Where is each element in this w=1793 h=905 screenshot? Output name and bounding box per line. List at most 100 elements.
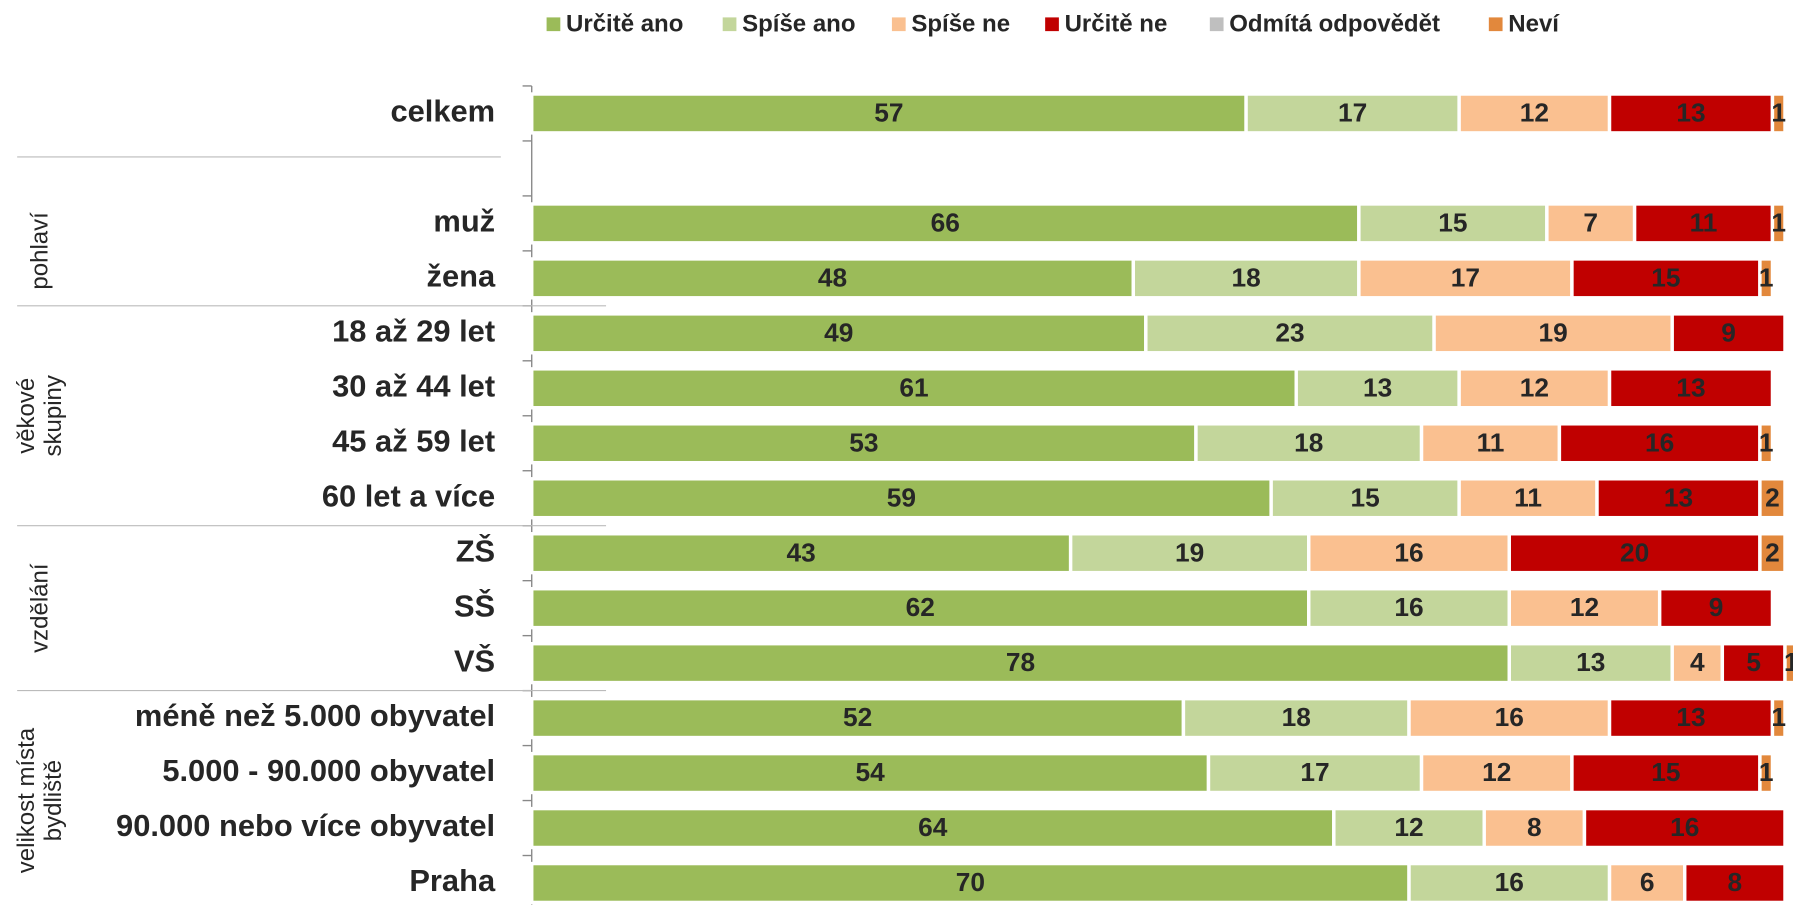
bar-segment (530, 92, 1248, 135)
value-label: 16 (1670, 812, 1699, 842)
value-label: 13 (1664, 482, 1693, 512)
value-label: 4 (1690, 647, 1705, 677)
value-label: 17 (1300, 757, 1329, 787)
bar-segment (530, 367, 1298, 410)
value-label: 15 (1651, 262, 1680, 292)
bar-segment (1357, 202, 1549, 245)
bar-segment (1582, 806, 1787, 850)
category-label: žena (427, 259, 496, 294)
value-label: 8 (1728, 867, 1743, 897)
bar-segment (1419, 422, 1562, 465)
value-label: 52 (843, 702, 872, 732)
bar-segment (1181, 696, 1411, 740)
bar-segment (1758, 751, 1775, 795)
value-label: 17 (1338, 98, 1367, 128)
value-label: 9 (1709, 592, 1724, 622)
group-label: věkové (13, 378, 40, 454)
bar-segment (1783, 641, 1793, 685)
value-label: 13 (1676, 702, 1705, 732)
value-label: 18 (1231, 262, 1260, 292)
category-label: 18 až 29 let (332, 313, 495, 348)
bar-segment (530, 806, 1336, 850)
bar-segment (530, 587, 1311, 630)
category-label: Praha (409, 863, 496, 898)
category-label: 45 až 59 let (332, 423, 495, 458)
bar-segment (1545, 202, 1637, 245)
legend-swatch (891, 17, 906, 32)
value-label: 78 (1006, 647, 1035, 677)
value-label: 49 (824, 317, 853, 347)
value-label: 16 (1394, 592, 1423, 622)
value-label: 54 (855, 757, 885, 787)
value-label: 2 (1765, 482, 1780, 512)
value-label: 43 (787, 537, 816, 567)
bar-segment (530, 532, 1073, 575)
value-label: 53 (849, 427, 878, 457)
group-label: velikost místa (13, 727, 40, 873)
legend-swatch (1209, 17, 1224, 32)
legend-label: Určitě ne (1065, 11, 1168, 38)
value-label: 7 (1583, 207, 1598, 237)
bar-segment (1482, 806, 1587, 850)
category-label: SŠ (454, 587, 495, 623)
legend-label: Spíše ne (911, 11, 1010, 38)
group-label: bydliště (40, 760, 67, 841)
value-label: 12 (1520, 98, 1549, 128)
value-label: 15 (1651, 757, 1680, 787)
value-label: 12 (1394, 812, 1423, 842)
value-label: 1 (1759, 262, 1774, 292)
value-label: 11 (1514, 482, 1542, 512)
value-label: 61 (899, 372, 928, 402)
value-label: 15 (1351, 482, 1380, 512)
value-label: 16 (1495, 867, 1524, 897)
bar-segment (1607, 367, 1775, 410)
bar-segment (1206, 751, 1424, 795)
value-label: 16 (1495, 702, 1524, 732)
bar-segment (1419, 751, 1574, 795)
value-label: 1 (1784, 647, 1793, 677)
value-label: 18 (1282, 702, 1311, 732)
category-label: 5.000 - 90.000 obyvatel (162, 753, 495, 788)
value-label: 12 (1482, 757, 1511, 787)
value-label: 19 (1175, 537, 1204, 567)
bar-segment (1683, 861, 1787, 905)
value-label: 11 (1477, 427, 1505, 457)
value-label: 2 (1765, 537, 1780, 567)
legend-swatch (722, 17, 737, 32)
category-label: 60 let a více (322, 478, 495, 513)
bar-segment (1758, 422, 1775, 465)
bar-segment (1144, 312, 1436, 355)
value-label: 1 (1759, 427, 1774, 457)
value-label: 70 (956, 867, 985, 897)
value-label: 57 (874, 98, 903, 128)
category-label: 90.000 nebo více obyvatel (116, 808, 495, 843)
value-label: 17 (1451, 262, 1480, 292)
value-label: 16 (1394, 537, 1423, 567)
bar-segment (1720, 641, 1787, 685)
group-label: pohlaví (27, 212, 54, 290)
value-label: 18 (1294, 427, 1323, 457)
value-label: 9 (1721, 317, 1736, 347)
value-label: 13 (1363, 372, 1392, 402)
value-label: 48 (818, 262, 847, 292)
bar-segment (530, 422, 1198, 465)
value-label: 62 (906, 592, 935, 622)
legend-label: Spíše ano (742, 11, 855, 38)
value-label: 23 (1275, 317, 1304, 347)
legend-swatch (546, 17, 561, 32)
bar-segment (1457, 477, 1599, 520)
value-label: 59 (887, 482, 916, 512)
bar-segment (1758, 532, 1787, 575)
bar-segment (1457, 92, 1612, 135)
group-label: vzdělání (27, 563, 54, 653)
bar-segment (1758, 477, 1787, 520)
value-label: 1 (1771, 98, 1786, 128)
bar-segment (1657, 587, 1775, 630)
bar-segment (1131, 257, 1361, 300)
bar-segment (1632, 202, 1775, 245)
category-label: celkem (390, 94, 495, 129)
value-label: 64 (918, 812, 948, 842)
group-label: skupiny (40, 375, 67, 456)
legend-label: Neví (1508, 11, 1560, 38)
value-label: 1 (1771, 207, 1786, 237)
